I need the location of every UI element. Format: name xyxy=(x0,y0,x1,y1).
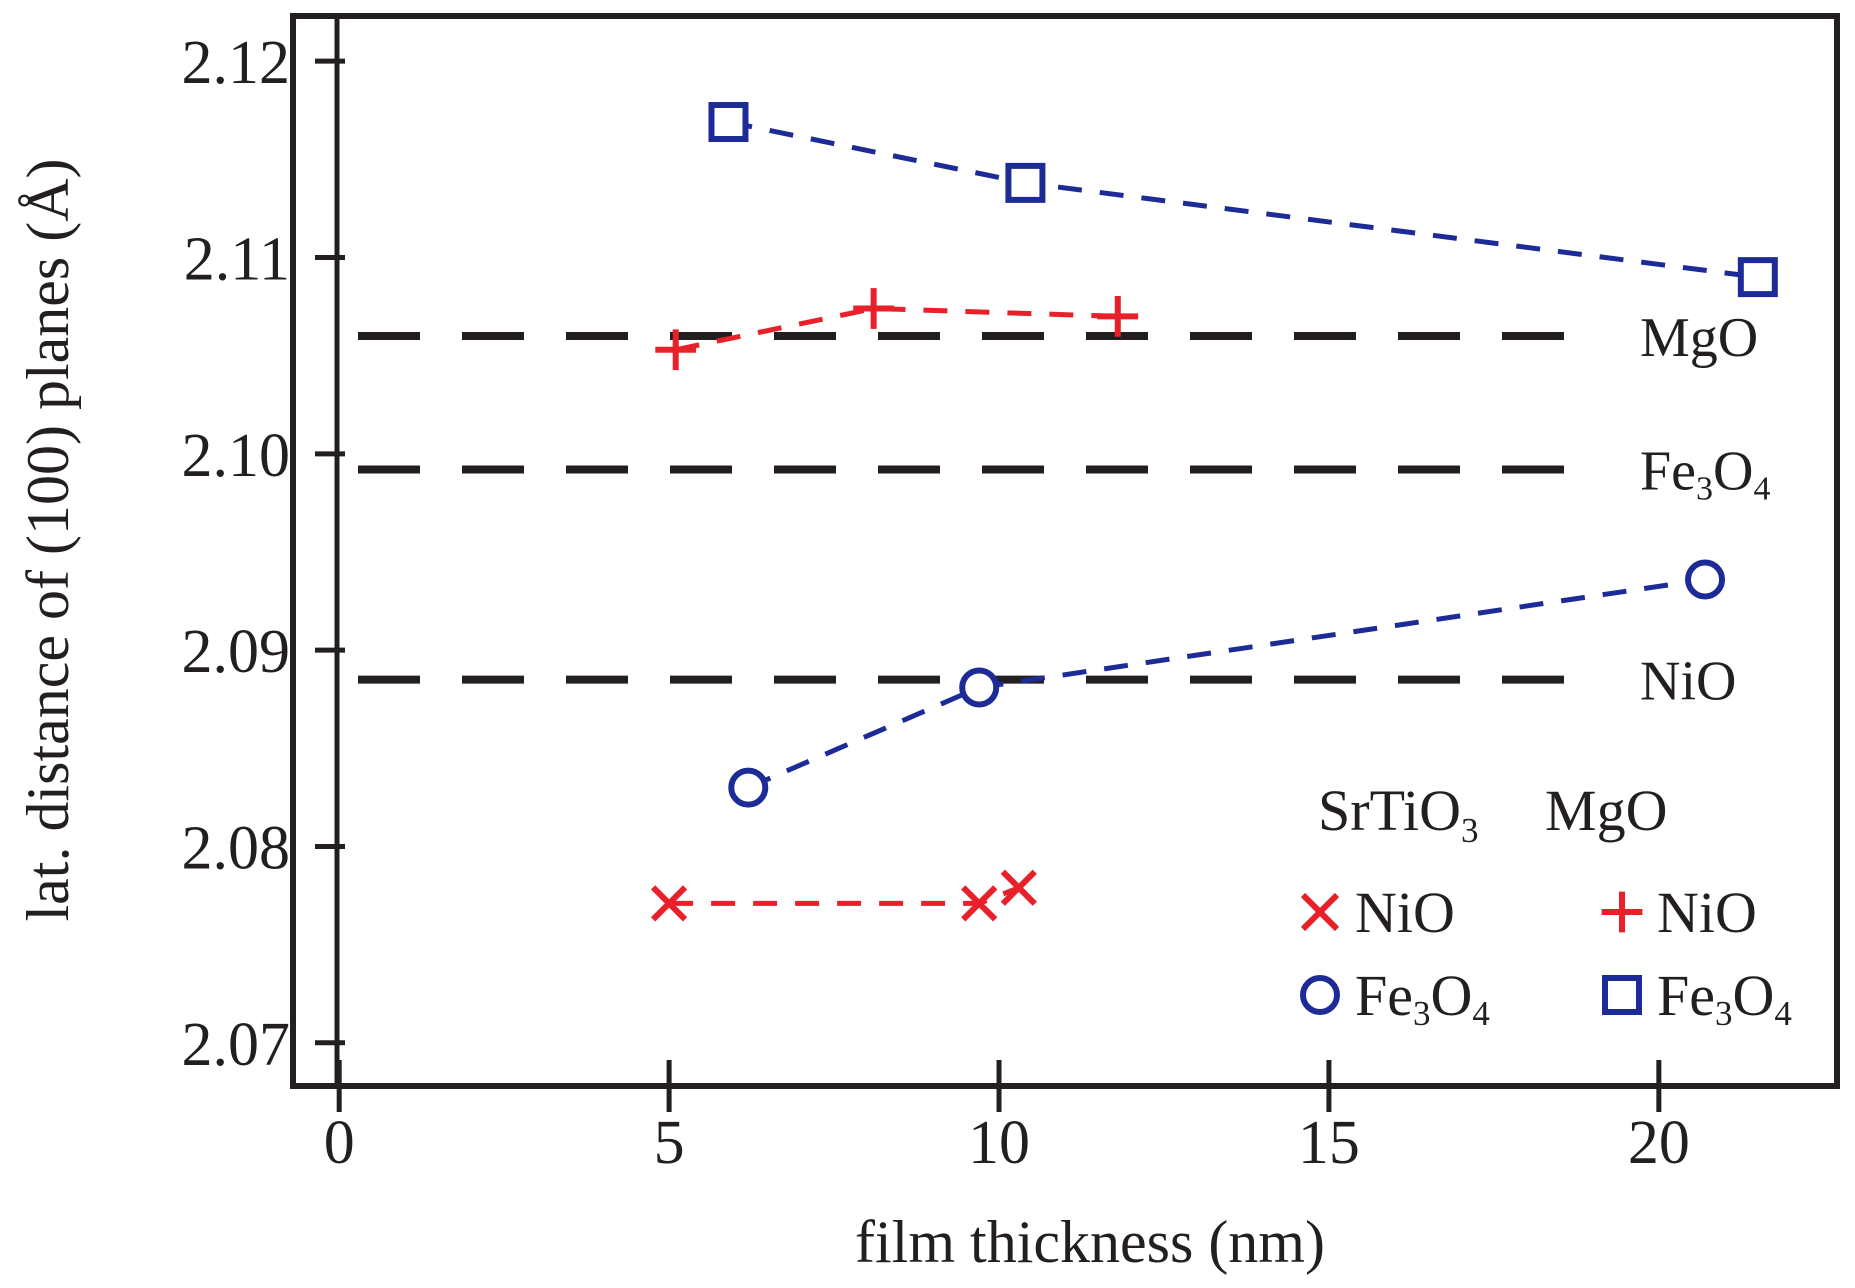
y-tick-label: 2.12 xyxy=(182,29,291,97)
reference-label-mgo: MgO xyxy=(1640,307,1758,369)
x-tick-label: 10 xyxy=(968,1109,1030,1177)
legend: SrTiO3 MgO NiO NiO Fe3O4 Fe3O4 xyxy=(1300,778,1792,1033)
y-tick-label: 2.08 xyxy=(182,814,291,882)
series-connector-line xyxy=(727,119,1759,280)
y-tick-label: 2.10 xyxy=(182,422,291,490)
x-tick-label: 15 xyxy=(1298,1109,1360,1177)
y-tick-label: 2.09 xyxy=(182,618,291,686)
data-series xyxy=(650,102,1778,922)
series-fe3o4-on-mgo xyxy=(708,102,1778,298)
data-point xyxy=(728,767,769,808)
y-tick-label: 2.11 xyxy=(184,225,290,293)
data-point xyxy=(1000,869,1037,906)
data-point xyxy=(708,102,749,143)
reference-label-nio: NiO xyxy=(1640,651,1736,713)
legend-marker-x xyxy=(1300,892,1340,932)
y-tick-label: 2.07 xyxy=(182,1011,291,1079)
data-point xyxy=(961,885,998,922)
reference-label-fe3o4: Fe3O4 xyxy=(1640,441,1770,508)
y-axis-label: lat. distance of (100) planes (Å) xyxy=(15,158,81,921)
legend-marker-square xyxy=(1602,975,1642,1015)
series-fe3o4-on-srtio3 xyxy=(728,559,1726,808)
data-point xyxy=(1685,559,1726,600)
plot-frame xyxy=(290,13,1840,1089)
data-point xyxy=(1737,257,1778,298)
series-nio-on-srtio3 xyxy=(650,869,1037,922)
data-point xyxy=(1005,162,1046,203)
data-point xyxy=(655,329,697,371)
series-nio-on-mgo xyxy=(655,288,1139,371)
x-tick-label: 5 xyxy=(654,1109,685,1177)
legend-header-srtio3: SrTiO3 xyxy=(1318,778,1478,850)
x-tick-label: 0 xyxy=(324,1109,355,1177)
legend-label: Fe3O4 xyxy=(1355,963,1490,1033)
axes: 2.07 2.08 2.09 2.10 2.11 2.12 0 5 10 15 20 xyxy=(182,16,1690,1177)
x-axis-label: film thickness (nm) xyxy=(855,1209,1325,1275)
legend-label: NiO xyxy=(1657,880,1757,945)
legend-marker-plus xyxy=(1601,891,1643,933)
legend-header-mgo: MgO xyxy=(1545,778,1667,843)
series-connector-line xyxy=(675,306,1118,353)
data-point xyxy=(959,667,1000,708)
data-point xyxy=(1097,295,1139,337)
data-point xyxy=(853,288,895,329)
legend-label: Fe3O4 xyxy=(1657,963,1792,1033)
legend-marker-circle xyxy=(1300,975,1340,1015)
x-tick-label: 20 xyxy=(1628,1109,1690,1177)
data-point xyxy=(650,885,688,922)
reference-lines: MgO Fe3O4 NiO xyxy=(358,307,1770,713)
legend-label: NiO xyxy=(1355,880,1455,945)
